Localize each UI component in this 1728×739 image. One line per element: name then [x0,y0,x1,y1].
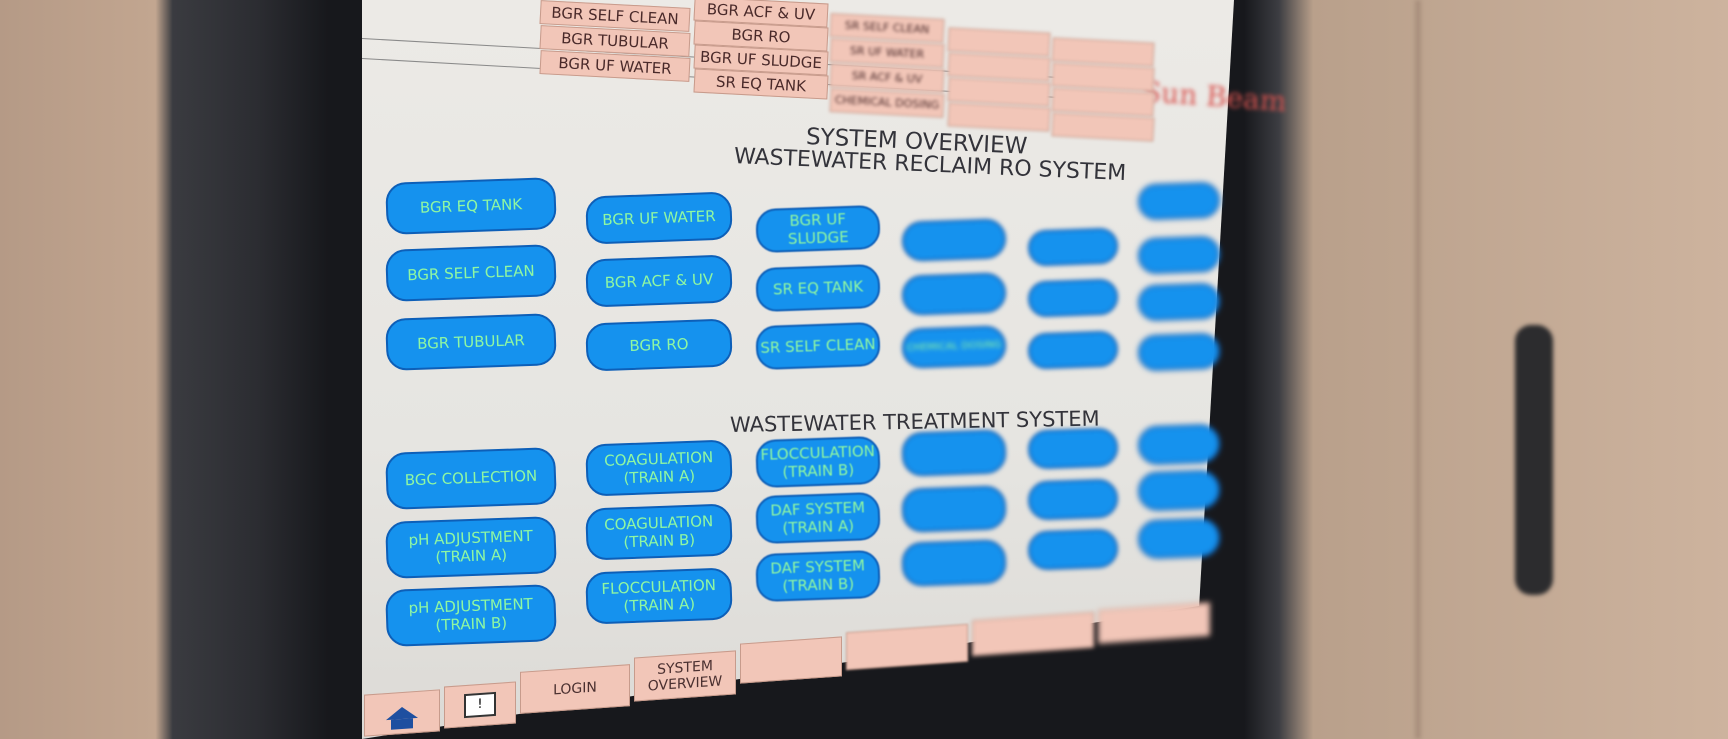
system-button[interactable] [1137,517,1221,560]
home-button[interactable] [364,689,440,737]
system-button[interactable]: BGR TUBULAR [385,312,557,371]
system-button[interactable]: COAGULATION (TRAIN B) [585,503,733,561]
system-button[interactable] [901,539,1007,587]
system-button[interactable] [1137,235,1221,275]
footer-empty-cell [740,636,842,684]
system-button[interactable]: DAF SYSTEM (TRAIN A) [755,491,881,545]
system-button[interactable]: BGR UF WATER [585,191,733,245]
system-button[interactable]: BGR RO [585,318,733,372]
system-button[interactable] [1137,332,1221,372]
system-button[interactable] [1027,427,1119,470]
system-button[interactable]: DAF SYSTEM (TRAIN B) [755,550,881,603]
cabinet-handle [1515,325,1553,595]
alarm-warning-icon: ! [464,691,496,719]
system-button[interactable] [901,271,1007,316]
system-button[interactable] [901,485,1007,533]
system-button[interactable]: pH ADJUSTMENT (TRAIN A) [385,516,557,579]
login-button[interactable]: LOGIN [520,664,630,714]
system-button[interactable]: BGR SELF CLEAN [385,243,557,302]
system-button[interactable] [1137,423,1221,466]
system-button[interactable]: BGC COLLECTION [385,446,557,510]
footer-empty-cell [972,611,1094,657]
system-button[interactable]: COAGULATION (TRAIN A) [585,439,733,498]
system-button[interactable]: FLOCCULATION (TRAIN A) [585,567,733,625]
system-button[interactable] [1137,469,1221,512]
system-button[interactable]: FLOCCULATION (TRAIN B) [755,435,881,488]
system-button[interactable] [1027,330,1119,370]
system-button[interactable] [1137,282,1221,322]
system-button[interactable]: SR SELF CLEAN [755,322,881,371]
system-button[interactable]: BGR EQ TANK [385,176,557,235]
system-button[interactable] [901,429,1007,477]
system-button[interactable] [1137,181,1221,221]
system-button[interactable]: pH ADJUSTMENT (TRAIN B) [385,584,557,648]
footer-empty-cell [846,623,968,671]
system-overview-button[interactable]: SYSTEM OVERVIEW [634,650,736,702]
cabinet-edge [1415,0,1421,739]
system-button[interactable]: CHEMICAL DOSING [901,325,1007,370]
system-button[interactable]: SR EQ TANK [755,263,881,313]
system-button[interactable] [901,217,1007,262]
system-button[interactable] [1027,227,1119,267]
system-button[interactable]: BGR ACF & UV [585,254,733,308]
home-icon [386,705,418,721]
system-button[interactable]: BGR UF SLUDGE [755,204,881,253]
footer-empty-cell [1098,602,1210,644]
system-button[interactable] [1027,528,1119,571]
alarm-button[interactable]: ! [444,681,516,729]
system-button[interactable] [1027,478,1119,521]
system-button[interactable] [1027,278,1119,318]
